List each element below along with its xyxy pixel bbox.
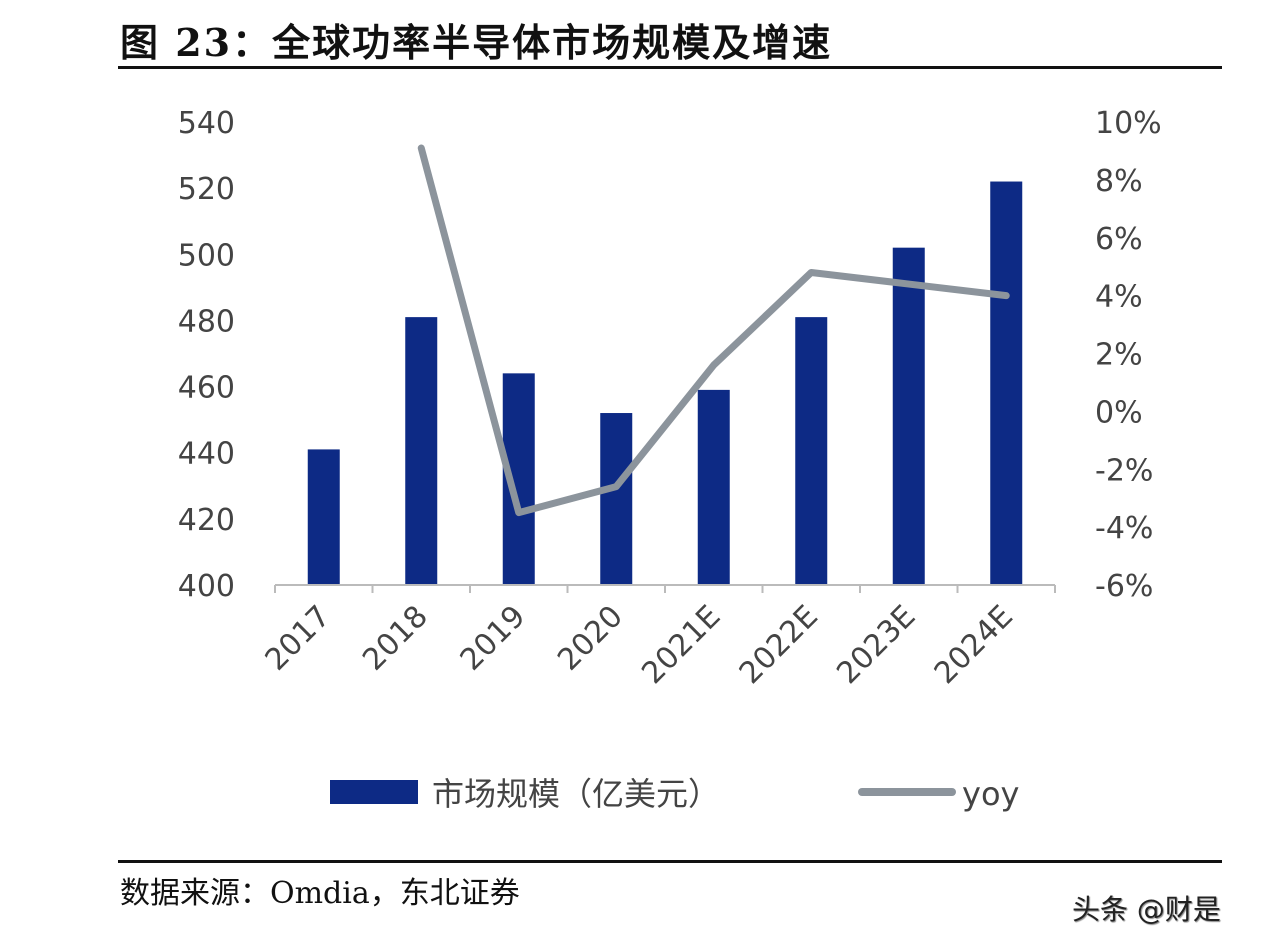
bar-2020 [600,413,633,585]
right-tick-label: 8% [1095,164,1143,199]
bar-2021E [697,389,730,585]
right-tick-label: -4% [1095,511,1153,546]
right-tick-label: 2% [1095,338,1143,373]
left-tick-label: 500 [178,238,235,273]
bottom-rule [118,860,1222,863]
x-tick-label: 2019 [454,599,533,678]
bar-2023E [892,247,925,585]
bar-2017 [307,449,340,585]
x-tick-label: 2017 [259,599,338,678]
left-tick-label: 480 [178,304,235,339]
x-tick-label: 2024E [928,599,1020,691]
source-note: 数据来源：Omdia，东北证券 [120,876,520,911]
watermark: 头条 @财是 [1072,893,1221,926]
right-tick-label: -2% [1095,453,1153,488]
left-tick-label: 460 [178,371,235,406]
left-tick-label: 520 [178,172,235,207]
right-tick-label: 6% [1095,222,1143,257]
legend-bar-swatch [330,780,418,804]
x-tick-label: 2023E [830,599,922,691]
left-tick-label: 400 [178,569,235,604]
right-tick-label: 0% [1095,395,1143,430]
x-tick-label: 2018 [356,599,435,678]
bar-2018 [405,317,438,585]
right-tick-label: 4% [1095,280,1143,315]
x-tick-label: 2022E [733,599,825,691]
top-rule [118,66,1222,69]
bar-2022E [795,317,828,585]
left-tick-label: 420 [178,503,235,538]
left-tick-label: 440 [178,437,235,472]
left-tick-label: 540 [178,106,235,141]
x-tick-label: 2020 [551,599,630,678]
figure-title: 图 23：全球功率半导体市场规模及增速 [120,20,833,65]
bar-2024E [990,181,1023,585]
right-tick-label: -6% [1095,569,1153,604]
legend-bar-label: 市场规模（亿美元） [432,775,720,813]
right-tick-label: 10% [1095,106,1162,141]
legend-line-label: yoy [962,775,1019,813]
x-tick-label: 2021E [635,599,727,691]
